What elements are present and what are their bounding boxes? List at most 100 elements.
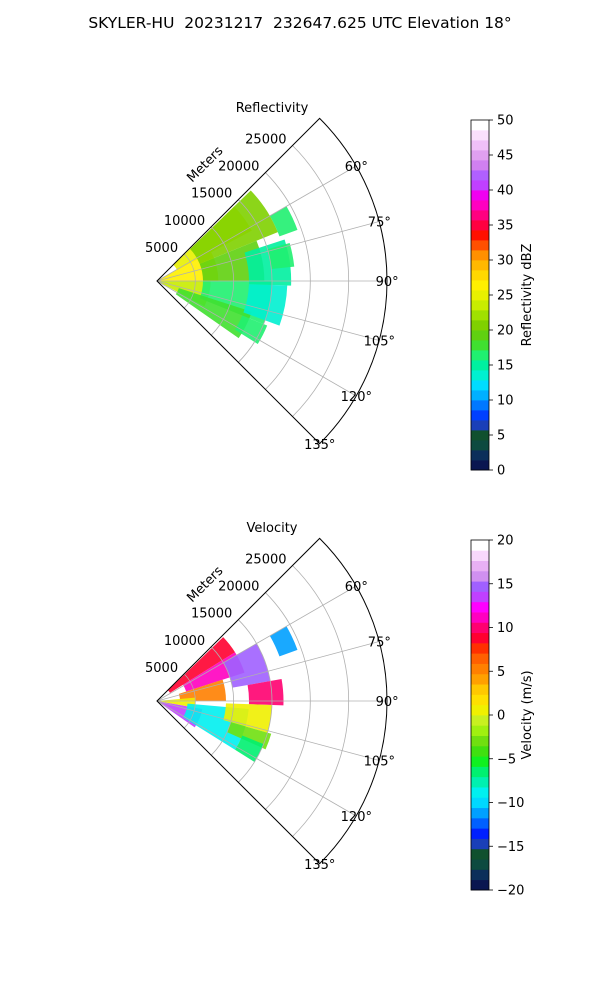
colorbar-tick-label: −10: [497, 796, 524, 811]
colorbar-swatch: [471, 817, 489, 829]
colorbar-swatch: [471, 838, 489, 850]
colorbar-swatch: [471, 130, 489, 141]
colorbar-swatch: [471, 735, 489, 747]
azimuth-gridline: [156, 700, 380, 761]
azimuth-gridline: [156, 700, 357, 817]
colorbar-tick-label: 15: [497, 577, 514, 592]
radial-tick-label: 20000: [218, 580, 259, 595]
colorbar-tick-label: 5: [497, 665, 505, 680]
radial-tick-label: 5000: [145, 241, 178, 256]
colorbar-tick-label: −20: [497, 884, 524, 899]
colorbar-swatch: [471, 684, 489, 695]
echo-cell: [157, 697, 196, 708]
colorbar-swatch: [471, 663, 489, 675]
azimuth-tick-label: 105°: [364, 755, 395, 770]
colorbar-tick-label: 35: [497, 219, 514, 234]
colorbar-tick-label: 0: [497, 464, 505, 479]
radial-tick-label: 5000: [145, 661, 178, 676]
colorbar-swatch: [471, 591, 489, 603]
colorbar-swatch: [471, 879, 489, 891]
azimuth-gridline: [156, 221, 380, 282]
echo-cell: [247, 679, 284, 706]
colorbar-swatch: [471, 120, 489, 131]
colorbar-swatch: [471, 370, 489, 381]
colorbar-swatch: [471, 440, 489, 451]
echo-cell: [269, 626, 298, 657]
colorbar-tick-label: 30: [497, 254, 514, 269]
colorbar-swatch: [471, 290, 489, 301]
radial-tick-label: 25000: [245, 552, 286, 567]
echo-cell: [269, 206, 298, 237]
colorbar-swatch: [471, 807, 489, 819]
colorbar-swatch: [471, 420, 489, 431]
radial-tick-label: 10000: [164, 214, 205, 229]
azimuth-tick-label: 135°: [304, 438, 335, 453]
colorbar-tick-label: −15: [497, 840, 524, 855]
colorbar-swatch: [471, 380, 489, 391]
colorbar-swatch: [471, 150, 489, 161]
polar-grid: [156, 145, 387, 417]
colorbar-swatch: [471, 240, 489, 251]
echo-cell: [178, 679, 226, 701]
azimuth-gridline: [156, 280, 380, 341]
azimuth-gridline: [156, 641, 380, 702]
colorbar-swatch: [471, 560, 489, 572]
radial-tick-label: 15000: [191, 607, 232, 622]
colorbar-swatch: [471, 340, 489, 351]
colorbar-swatch: [471, 869, 489, 881]
colorbar-swatch: [471, 570, 489, 582]
colorbar-tick-label: 25: [497, 289, 514, 304]
colorbar-swatch: [471, 190, 489, 201]
colorbar-swatch: [471, 450, 489, 461]
echo-cell: [168, 637, 236, 693]
colorbar-swatch: [471, 715, 489, 726]
echo-cell: [175, 288, 252, 339]
colorbar-swatch: [471, 642, 489, 654]
azimuth-tick-label: 60°: [345, 580, 368, 595]
colorbar-tick-label: 10: [497, 394, 514, 409]
echo-cell: [223, 703, 272, 733]
colorbar-swatch: [471, 745, 489, 757]
colorbar: −20 −15 −10 −5 0 5 10 15 20 Velocity (m/s): [470, 534, 535, 899]
azimuth-gridline: [156, 585, 357, 702]
radial-tick-label: 15000: [191, 187, 232, 202]
colorbar-swatch: [471, 632, 489, 644]
colorbar-swatch: [471, 550, 489, 561]
colorbar-swatch: [471, 612, 489, 623]
colorbar-swatch: [471, 350, 489, 361]
colorbar-label: Velocity (m/s): [520, 670, 535, 759]
azimuth-tick-label: 75°: [368, 215, 391, 230]
colorbar-swatch: [471, 320, 489, 331]
colorbar: 0 5 10 15 20 25 30 35 40 45 50 Reflectivity dBZ: [470, 114, 535, 479]
sector-frame: [156, 117, 388, 445]
azimuth-tick-label: 105°: [364, 335, 395, 350]
colorbar-swatch: [471, 140, 489, 151]
colorbar-swatch: [471, 601, 489, 613]
echo-cell: [223, 643, 271, 688]
colorbar-swatch: [471, 270, 489, 281]
colorbar-swatch: [471, 220, 489, 231]
colorbar-swatch: [471, 250, 489, 261]
chart-reflectivity: Reflectivity500010000150002000025000Mete…: [145, 101, 535, 479]
colorbar-swatch: [471, 859, 489, 870]
colorbar-swatch: [471, 210, 489, 221]
colorbar-tick-label: 45: [497, 149, 514, 164]
colorbar-swatch: [471, 787, 489, 798]
colorbar-swatch: [471, 430, 489, 441]
colorbar-swatch: [471, 694, 489, 706]
radial-tick-label: 25000: [245, 132, 286, 147]
echo-cell: [190, 190, 278, 264]
azimuth-tick-label: 75°: [368, 635, 391, 650]
chart-title: Reflectivity: [236, 101, 309, 116]
colorbar-tick-label: 15: [497, 359, 514, 374]
colorbar-tick-label: 5: [497, 429, 505, 444]
colorbar-swatch: [471, 540, 489, 551]
colorbar-tick-label: 50: [497, 114, 514, 129]
echo-cell: [227, 722, 272, 750]
figure-title: SKYLER-HU 20231217 232647.625 UTC Elevat…: [88, 14, 512, 32]
colorbar-tick-label: 10: [497, 621, 514, 636]
echo-layer: [157, 626, 298, 762]
colorbar-swatch: [471, 653, 489, 664]
